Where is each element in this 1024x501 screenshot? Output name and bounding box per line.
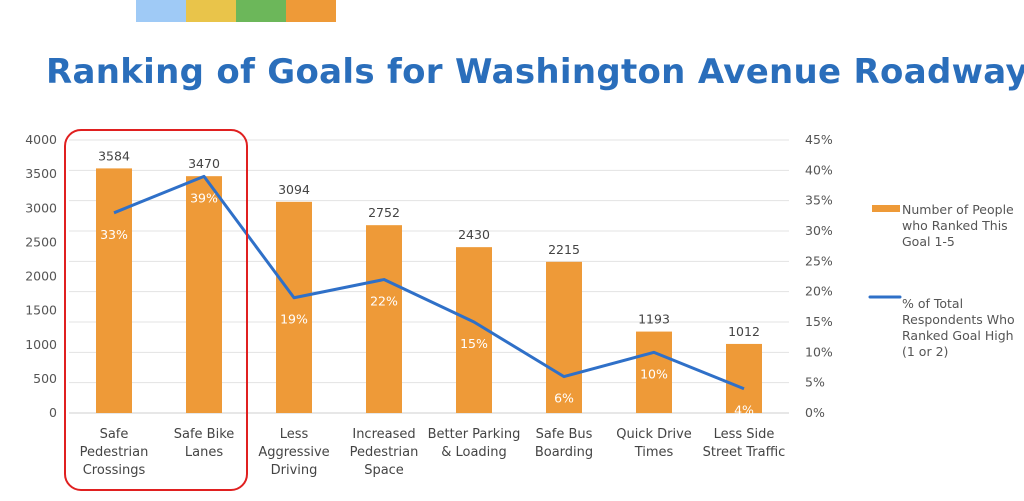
bar <box>186 176 222 413</box>
bar <box>546 261 582 413</box>
highlight-box <box>64 129 248 491</box>
category-label: Crossings <box>83 463 146 478</box>
percent-label: 10% <box>640 366 668 381</box>
bar-value-label: 1193 <box>638 312 670 327</box>
percent-label: 19% <box>280 312 308 327</box>
legend-text: Number of People <box>902 202 1014 217</box>
category-label: Less Side <box>714 427 775 442</box>
left-tick-label: 2000 <box>25 269 57 284</box>
legend-text: who Ranked This <box>902 218 1008 233</box>
bar-value-label: 3584 <box>98 148 130 163</box>
right-tick-label: 40% <box>805 162 833 177</box>
legend-bar-label: Number of People who Ranked This Goal 1-5 <box>902 202 1014 250</box>
category-label: & Loading <box>441 445 507 460</box>
right-tick-label: 5% <box>805 375 825 390</box>
category-label: Pedestrian <box>80 445 149 460</box>
category-label: Quick Drive <box>616 427 692 442</box>
bar-value-label: 2430 <box>458 227 490 242</box>
left-tick-label: 1500 <box>25 303 57 318</box>
bar <box>366 225 402 413</box>
left-tick-label: 1000 <box>25 337 57 352</box>
bar-value-label: 3470 <box>188 156 220 171</box>
category-label: Pedestrian <box>350 445 419 460</box>
category-label: Space <box>364 463 404 478</box>
color-swatch <box>186 0 236 22</box>
left-tick-label: 0 <box>49 405 57 420</box>
percent-label: 4% <box>734 403 754 418</box>
right-tick-label: 25% <box>805 253 833 268</box>
chart-title: Ranking of Goals for Washington Avenue R… <box>46 52 1024 92</box>
color-swatch-bar <box>136 0 336 22</box>
bar <box>726 343 762 413</box>
bar-value-label: 2215 <box>548 242 580 257</box>
left-tick-label: 500 <box>33 371 57 386</box>
right-tick-label: 20% <box>805 284 833 299</box>
bar <box>276 201 312 413</box>
bar-value-label: 1012 <box>728 324 760 339</box>
percent-label: 15% <box>460 336 488 351</box>
left-tick-label: 3500 <box>25 166 57 181</box>
category-label: Safe Bike <box>174 427 235 442</box>
bar <box>636 331 672 413</box>
right-tick-label: 30% <box>805 223 833 238</box>
color-swatch <box>136 0 186 22</box>
right-tick-label: 45% <box>805 132 833 147</box>
bar <box>96 168 132 413</box>
right-tick-label: 0% <box>805 405 825 420</box>
category-label: Times <box>634 445 674 460</box>
legend-text: Goal 1-5 <box>902 234 955 249</box>
left-tick-label: 4000 <box>25 132 57 147</box>
left-tick-label: 3000 <box>25 200 57 215</box>
percent-label: 39% <box>190 190 218 205</box>
percent-label: 6% <box>554 391 574 406</box>
bar-value-label: 3094 <box>278 182 310 197</box>
color-swatch <box>286 0 336 22</box>
category-label: Safe <box>100 427 129 442</box>
legend-bar-swatch <box>872 205 900 212</box>
category-label: Safe Bus <box>536 427 593 442</box>
bar-value-label: 2752 <box>368 205 400 220</box>
category-label: Less <box>280 427 309 442</box>
category-label: Street Traffic <box>703 445 786 460</box>
percent-line <box>113 174 745 391</box>
category-label: Aggressive <box>258 445 329 460</box>
color-swatch <box>236 0 286 22</box>
percent-label: 33% <box>100 227 128 242</box>
legend-text: Respondents Who <box>902 312 1015 327</box>
category-label: Increased <box>352 427 415 442</box>
right-tick-label: 10% <box>805 344 833 359</box>
percent-label: 22% <box>370 294 398 309</box>
legend-line-label: % of Total Respondents Who Ranked Goal Hig… <box>902 296 1015 360</box>
category-label: Boarding <box>535 445 593 460</box>
category-label: Better Parking <box>428 427 521 442</box>
left-tick-label: 2500 <box>25 234 57 249</box>
right-tick-label: 35% <box>805 193 833 208</box>
category-label: Lanes <box>185 445 223 460</box>
right-tick-label: 15% <box>805 314 833 329</box>
category-label: Driving <box>271 463 318 478</box>
legend-text: (1 or 2) <box>902 344 949 359</box>
legend-text: Ranked Goal High <box>902 328 1014 343</box>
legend-text: % of Total <box>902 296 964 311</box>
